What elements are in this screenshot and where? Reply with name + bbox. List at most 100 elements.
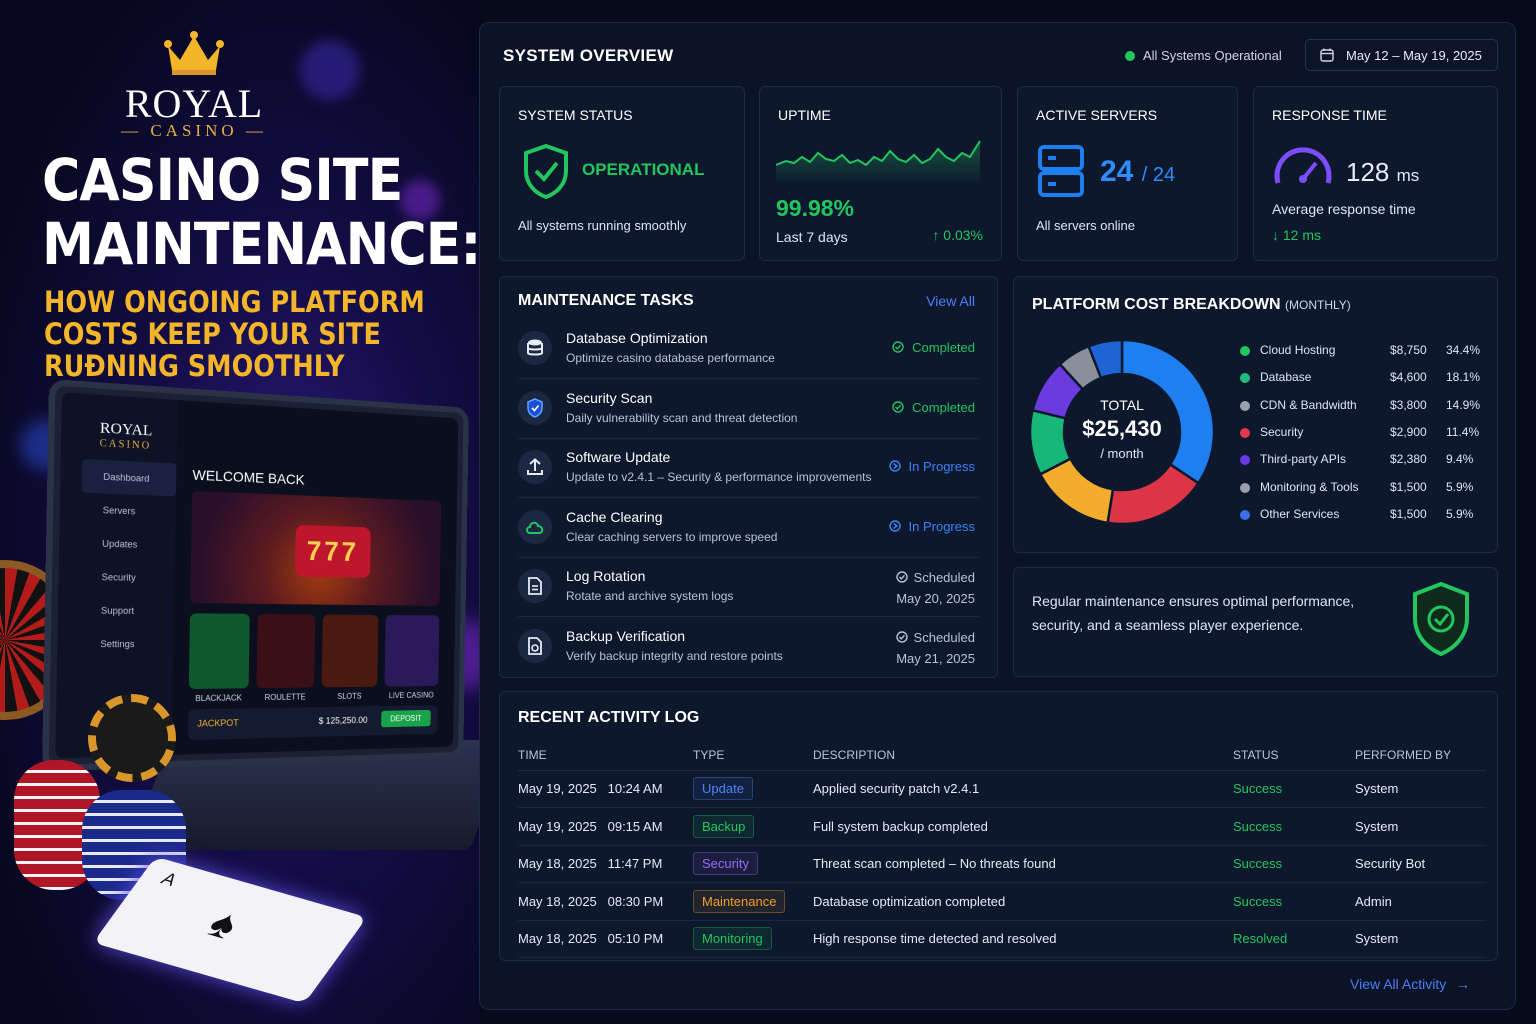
check-circle-icon xyxy=(892,400,904,416)
task-row[interactable]: Backup Verification Verify backup integr… xyxy=(518,617,979,677)
shield-check-icon xyxy=(1413,581,1469,657)
cell-performed-by: Admin xyxy=(1355,882,1486,921)
kpi-value: 24 / 24 xyxy=(1100,155,1176,188)
legend-amount: $1,500 xyxy=(1390,479,1427,494)
kpi-note: All servers online xyxy=(1036,218,1135,233)
dashboard-panel: SYSTEM OVERVIEW All Systems Operational … xyxy=(479,22,1516,1010)
type-badge: Maintenance xyxy=(693,889,786,913)
promo-panel: ROYAL — CASINO — CASINO SITE MAINTENANCE… xyxy=(0,0,480,1024)
backup-file-icon xyxy=(518,628,552,663)
cell-performed-by: System xyxy=(1355,920,1486,958)
calendar-icon xyxy=(1320,48,1334,62)
task-row[interactable]: Log Rotation Rotate and archive system l… xyxy=(518,557,979,617)
card-title: MAINTENANCE TASKS xyxy=(518,292,694,309)
legend-amount: $1,500 xyxy=(1390,506,1427,521)
col-time: TIME xyxy=(518,740,693,771)
laptop-nav-servers: Servers xyxy=(102,504,136,517)
check-circle-icon xyxy=(892,341,904,356)
task-description: Daily vulnerability scan and threat dete… xyxy=(566,410,798,425)
cell-performed-by: System xyxy=(1355,770,1486,808)
cell-time: May 18, 2025 08:30 PM xyxy=(518,882,693,921)
total-unit: / month xyxy=(1100,446,1144,461)
card-title: RECENT ACTIVITY LOG xyxy=(518,709,700,726)
legend-amount: $8,750 xyxy=(1390,343,1427,357)
cell-status: Success xyxy=(1233,770,1355,808)
table-row[interactable]: May 19, 2025 10:24 AM Update Applied sec… xyxy=(518,770,1486,808)
date-range-picker[interactable]: May 12 – May 19, 2025 xyxy=(1305,39,1498,71)
laptop-hero: 777 xyxy=(190,490,442,606)
scheduled-icon xyxy=(895,571,908,586)
subheadline: HOW ONGOING PLATFORM COSTS KEEP YOUR SIT… xyxy=(44,285,425,383)
shield-check-icon xyxy=(524,143,568,199)
type-badge: Monitoring xyxy=(693,927,772,951)
total-value: $25,430 xyxy=(1082,416,1162,441)
task-row[interactable]: Cache Clearing Clear caching servers to … xyxy=(518,498,979,558)
legend-item: Security $2,900 11.4% xyxy=(1240,425,1490,445)
kpi-value: 128 ms xyxy=(1346,157,1420,187)
task-status: In Progress xyxy=(888,519,975,535)
cell-performed-by: Security Bot xyxy=(1355,845,1486,883)
task-name: Log Rotation xyxy=(566,568,646,584)
laptop-nav-settings: Settings xyxy=(100,638,135,650)
task-row[interactable]: Database Optimization Optimize casino da… xyxy=(518,319,979,379)
kpi-label: SYSTEM STATUS xyxy=(518,107,633,123)
task-row[interactable]: Software Update Update to v2.4.1 – Secur… xyxy=(518,438,979,498)
kpi-system-status: SYSTEM STATUS OPERATIONAL All systems ru… xyxy=(499,86,745,261)
task-status: Completed xyxy=(892,400,975,416)
legend-item: Database $4,600 18.1% xyxy=(1240,370,1490,390)
cloud-icon xyxy=(518,509,552,544)
view-all-activity-link[interactable]: View All Activity → xyxy=(1350,976,1471,992)
kpi-label: RESPONSE TIME xyxy=(1272,107,1387,123)
shield-icon xyxy=(518,390,552,425)
legend-item: Monitoring & Tools $1,500 5.9% xyxy=(1240,480,1490,500)
laptop-nav-dashboard: Dashboard xyxy=(81,458,177,497)
task-name: Security Scan xyxy=(566,389,653,406)
speedometer-icon xyxy=(1274,147,1332,184)
type-badge: Backup xyxy=(693,814,755,838)
cell-status: Resolved xyxy=(1233,920,1355,958)
task-date: May 21, 2025 xyxy=(896,650,975,666)
laptop-nav-updates: Updates xyxy=(102,538,138,550)
total-label: TOTAL xyxy=(1100,397,1144,413)
table-row[interactable]: May 19, 2025 09:15 AM Backup Full system… xyxy=(518,807,1486,846)
table-row[interactable]: May 18, 2025 08:30 PM Maintenance Databa… xyxy=(518,882,1486,921)
legend-name: Monitoring & Tools xyxy=(1260,479,1359,494)
note-text: Regular maintenance ensures optimal perf… xyxy=(1032,593,1355,633)
task-description: Update to v2.4.1 – Security & performanc… xyxy=(566,470,872,484)
legend-dot-icon xyxy=(1240,400,1250,411)
tasks-view-all-link[interactable]: View All xyxy=(926,293,975,309)
legend-name: Security xyxy=(1260,424,1304,439)
table-row[interactable]: May 18, 2025 05:10 PM Monitoring High re… xyxy=(518,920,1486,958)
kpi-delta: ↑ 0.03% xyxy=(932,227,983,243)
legend-name: Other Services xyxy=(1260,506,1340,521)
legend-percent: 5.9% xyxy=(1446,479,1474,494)
legend-percent: 34.4% xyxy=(1446,343,1481,357)
cell-type: Monitoring xyxy=(693,920,813,958)
cell-type: Update xyxy=(693,770,813,808)
game-tile: LIVE CASINO xyxy=(384,614,440,700)
kpi-label: ACTIVE SERVERS xyxy=(1036,107,1158,123)
laptop-welcome: WELCOME BACK xyxy=(192,466,305,488)
task-status: In Progress xyxy=(888,459,975,475)
legend-dot-icon xyxy=(1240,427,1250,438)
task-description: Verify backup integrity and restore poin… xyxy=(566,648,783,663)
game-tile: SLOTS xyxy=(321,614,379,701)
type-badge: Security xyxy=(693,852,758,876)
brand-name: ROYAL xyxy=(124,81,264,126)
table-row[interactable]: May 18, 2025 11:47 PM Security Threat sc… xyxy=(518,845,1486,883)
col-status: STATUS xyxy=(1233,740,1355,771)
progress-icon xyxy=(888,460,901,475)
cell-status: Success xyxy=(1233,845,1355,883)
maintenance-note-card: Regular maintenance ensures optimal perf… xyxy=(1013,567,1498,677)
col-performed-by: PERFORMED BY xyxy=(1355,740,1486,771)
brand-sub: — CASINO — xyxy=(121,121,267,140)
cell-description: High response time detected and resolved xyxy=(813,920,1233,958)
cell-type: Backup xyxy=(693,807,813,846)
task-name: Database Optimization xyxy=(566,330,708,346)
task-name: Cache Clearing xyxy=(566,508,663,525)
cell-performed-by: System xyxy=(1355,807,1486,846)
cell-time: May 18, 2025 11:47 PM xyxy=(518,845,693,883)
legend-name: Database xyxy=(1260,370,1312,385)
task-row[interactable]: Security Scan Daily vulnerability scan a… xyxy=(518,379,979,439)
kpi-active-servers: ACTIVE SERVERS 24 / 24 All servers onlin… xyxy=(1017,86,1238,261)
